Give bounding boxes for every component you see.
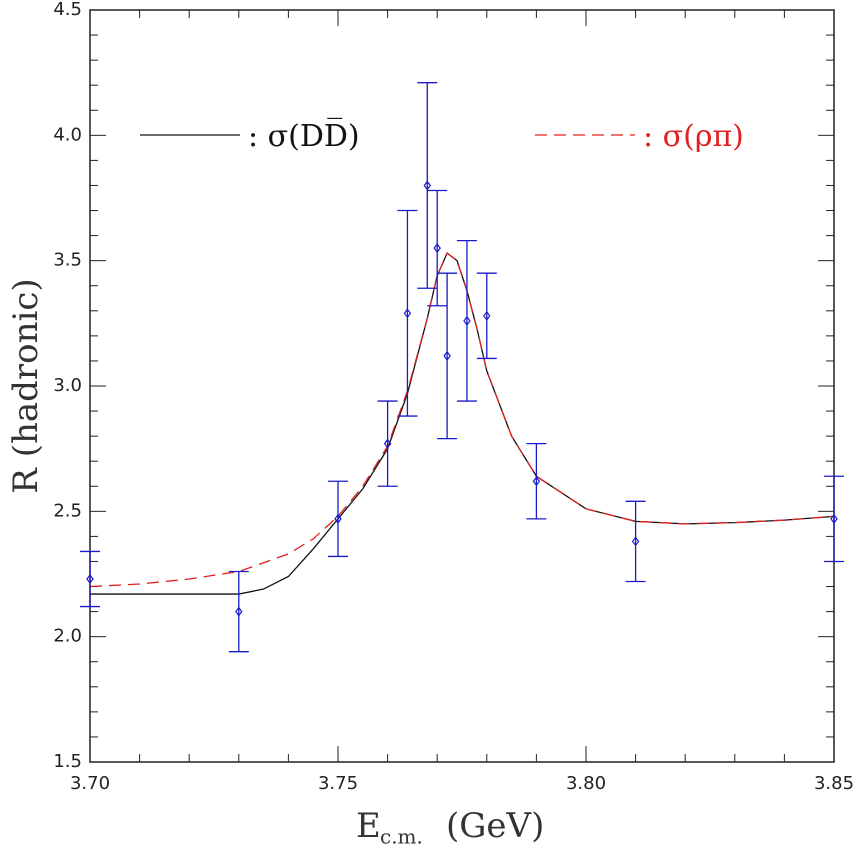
legend-label: : σ(DD̅) xyxy=(248,118,360,154)
data-point xyxy=(423,180,432,191)
data-point xyxy=(235,606,243,617)
error-bar xyxy=(824,475,844,563)
error-bar xyxy=(80,550,100,608)
y-tick-label: 2.0 xyxy=(53,626,82,647)
error-bar xyxy=(456,239,477,402)
curve xyxy=(90,252,835,595)
data-point xyxy=(403,308,412,319)
x-tick-label: 3.75 xyxy=(318,773,358,794)
x-tick-label: 3.80 xyxy=(566,773,606,794)
y-tick-label: 3.5 xyxy=(53,250,82,271)
error-bar xyxy=(328,480,348,558)
data-point xyxy=(443,350,451,361)
data-point xyxy=(334,513,342,524)
data-point xyxy=(631,536,640,547)
y-tick-label: 3.0 xyxy=(53,375,82,396)
data-point xyxy=(483,310,491,321)
error-bar xyxy=(417,82,438,289)
data-point xyxy=(86,574,94,585)
data-point xyxy=(463,315,471,326)
error-bar xyxy=(526,443,547,520)
error-bar xyxy=(476,272,497,360)
data-point xyxy=(433,243,441,254)
data-point xyxy=(383,438,392,449)
data-point xyxy=(830,513,838,524)
error-bar xyxy=(625,500,646,583)
x-axis-label-unit: (GeV) xyxy=(446,806,544,846)
data-point xyxy=(532,476,541,487)
y-tick-label: 1.5 xyxy=(53,751,82,772)
x-tick-label: 3.85 xyxy=(814,773,854,794)
curve xyxy=(89,252,835,588)
x-tick-label: 3.70 xyxy=(70,773,110,794)
y-axis-label: R (hadronic) xyxy=(6,278,46,493)
y-tick-label: 4.5 xyxy=(53,0,82,20)
error-bar xyxy=(437,272,458,440)
x-axis-label-sub: c.m. xyxy=(380,825,423,849)
y-tick-label: 2.5 xyxy=(53,500,82,521)
error-bar xyxy=(397,209,418,417)
error-bar xyxy=(427,189,448,307)
x-axis-label: E xyxy=(356,806,381,846)
y-tick-label: 4.0 xyxy=(53,124,82,145)
error-bar xyxy=(377,400,398,487)
error-bar xyxy=(228,570,249,653)
legend-label: : σ(ρπ) xyxy=(643,119,744,154)
